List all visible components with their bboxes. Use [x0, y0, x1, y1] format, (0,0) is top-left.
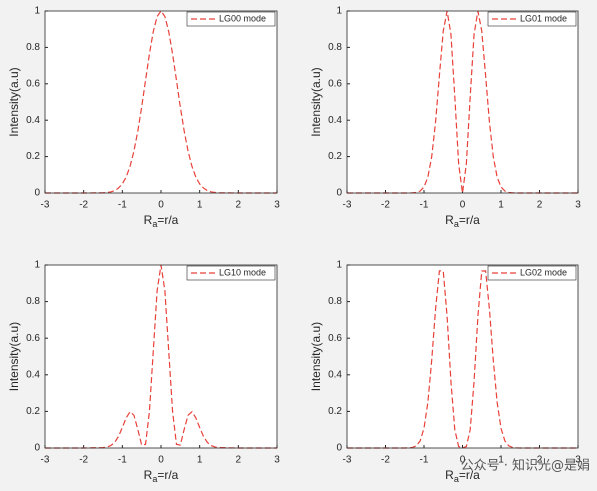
y-tick-label: 0.2 — [26, 406, 40, 417]
x-tick-label: 3 — [575, 200, 581, 211]
x-tick-label: 0 — [460, 455, 466, 466]
y-tick-label: 1 — [336, 260, 342, 271]
y-tick-label: 0.8 — [328, 42, 342, 53]
legend-box — [487, 11, 577, 27]
legend-label: LG10 mode — [219, 267, 266, 277]
legend-box — [186, 11, 276, 27]
plot-area — [347, 11, 578, 193]
axes-box — [346, 10, 579, 194]
y-tick-label: 0.2 — [328, 406, 342, 417]
y-tick-label: 0.4 — [26, 115, 40, 126]
y-axis-label: Intensity(a.u) — [7, 322, 21, 391]
plot-area — [45, 265, 277, 448]
y-tick-label: 1 — [34, 6, 40, 17]
x-label-part: =r/a — [157, 468, 178, 482]
y-tick-label: 0 — [336, 188, 342, 199]
axes-box — [346, 264, 579, 449]
x-tick-label: 2 — [537, 455, 543, 466]
data-line — [347, 10, 578, 194]
y-axis-label: Intensity(a.u) — [309, 67, 323, 136]
y-tick-label: 0.6 — [328, 333, 342, 344]
x-label-subscript: a — [454, 219, 459, 229]
x-tick-label: -1 — [118, 455, 127, 466]
x-label-subscript: a — [454, 474, 459, 484]
x-tick-label: -1 — [420, 455, 429, 466]
x-tick-label: 0 — [158, 200, 164, 211]
x-label-part: =r/a — [459, 213, 480, 227]
x-label-subscript: a — [152, 474, 157, 484]
subplot: 0 0.2 0.4 0.6 0.8 1 -3 -2 -1 0 1 2 3 Ra=r/a Intensity(… — [7, 6, 280, 230]
y-tick-label: 0 — [34, 443, 40, 454]
y-tick-label: 0.4 — [26, 369, 40, 380]
legend-box — [487, 265, 577, 281]
y-tick-label: 0.6 — [26, 333, 40, 344]
x-axis-label: Ra=r/a — [445, 213, 480, 229]
x-tick-label: 3 — [274, 455, 280, 466]
legend-label: LG02 mode — [520, 267, 567, 277]
x-tick-label: 0 — [158, 455, 164, 466]
plot-area — [347, 265, 578, 448]
legend-label: LG01 mode — [520, 13, 567, 23]
x-tick-label: 3 — [274, 200, 280, 211]
x-tick-label: -3 — [343, 200, 352, 211]
y-tick-label: 0.8 — [26, 296, 40, 307]
x-tick-label: -3 — [41, 455, 50, 466]
plot-area — [45, 11, 277, 193]
x-tick-label: -3 — [343, 455, 352, 466]
axes-box — [44, 10, 278, 194]
axes-box — [44, 264, 278, 449]
x-tick-label: 0 — [460, 200, 466, 211]
x-label-part: R — [445, 468, 454, 482]
x-tick-label: 1 — [197, 455, 203, 466]
y-tick-label: 1 — [336, 6, 342, 17]
subplot: 0 0.2 0.4 0.6 0.8 1 -3 -2 -1 0 1 2 3 Ra=r/a Intensity(… — [309, 260, 581, 485]
y-tick-label: 1 — [34, 260, 40, 271]
y-tick-label: 0.6 — [328, 78, 342, 89]
x-label-part: =r/a — [459, 468, 480, 482]
x-label-part: R — [144, 468, 153, 482]
subplot: 0 0.2 0.4 0.6 0.8 1 -3 -2 -1 0 1 2 3 Ra=r/a Intensity(… — [309, 6, 581, 230]
y-axis-label: Intensity(a.u) — [309, 322, 323, 391]
x-axis-label: Ra=r/a — [144, 213, 179, 229]
x-tick-label: -2 — [381, 455, 390, 466]
x-axis-label: Ra=r/a — [445, 468, 480, 484]
x-tick-label: 1 — [498, 200, 504, 211]
x-tick-label: 2 — [537, 200, 543, 211]
y-tick-label: 0.6 — [26, 78, 40, 89]
x-tick-label: -2 — [381, 200, 390, 211]
x-tick-label: -3 — [41, 200, 50, 211]
y-tick-label: 0.4 — [328, 369, 342, 380]
x-label-part: R — [445, 213, 454, 227]
y-tick-label: 0.2 — [328, 151, 342, 162]
legend-box — [186, 265, 276, 281]
y-tick-label: 0.2 — [26, 151, 40, 162]
x-tick-label: -1 — [420, 200, 429, 211]
subplot: 0 0.2 0.4 0.6 0.8 1 -3 -2 -1 0 1 2 3 Ra=r/a Intensity(… — [7, 260, 280, 485]
x-tick-label: 1 — [498, 455, 504, 466]
y-tick-label: 0 — [336, 443, 342, 454]
y-axis-label: Intensity(a.u) — [7, 67, 21, 136]
x-label-part: R — [144, 213, 153, 227]
y-tick-label: 0.8 — [328, 296, 342, 307]
legend-label: LG00 mode — [219, 13, 266, 23]
data-line — [347, 270, 578, 449]
y-tick-label: 0.4 — [328, 115, 342, 126]
y-tick-label: 0.8 — [26, 42, 40, 53]
x-tick-label: -1 — [118, 200, 127, 211]
x-tick-label: -2 — [79, 455, 88, 466]
x-label-part: =r/a — [157, 213, 178, 227]
x-tick-label: 2 — [236, 200, 242, 211]
x-tick-label: 3 — [575, 455, 581, 466]
y-tick-label: 0 — [34, 188, 40, 199]
watermark: 公众号 · 知识光@是娟 — [461, 458, 590, 474]
x-label-subscript: a — [152, 219, 157, 229]
x-axis-label: Ra=r/a — [144, 468, 179, 484]
x-tick-label: 1 — [197, 200, 203, 211]
data-line — [45, 9, 277, 194]
x-tick-label: -2 — [79, 200, 88, 211]
x-tick-label: 2 — [236, 455, 242, 466]
